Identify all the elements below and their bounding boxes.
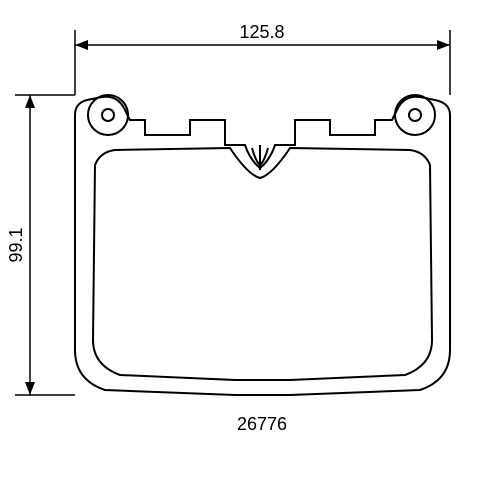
technical-drawing: 125.8 99.1 26776 [0, 0, 500, 500]
width-value: 125.8 [239, 22, 284, 42]
width-dimension: 125.8 [75, 22, 450, 95]
height-value: 99.1 [6, 227, 26, 262]
height-dimension: 99.1 [6, 95, 75, 395]
brake-pad-outline [75, 95, 450, 395]
part-number: 26776 [237, 414, 287, 434]
